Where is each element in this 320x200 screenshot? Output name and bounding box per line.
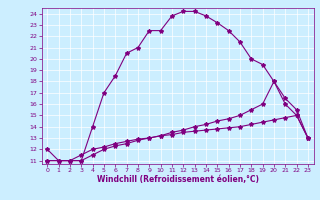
X-axis label: Windchill (Refroidissement éolien,°C): Windchill (Refroidissement éolien,°C) xyxy=(97,175,259,184)
